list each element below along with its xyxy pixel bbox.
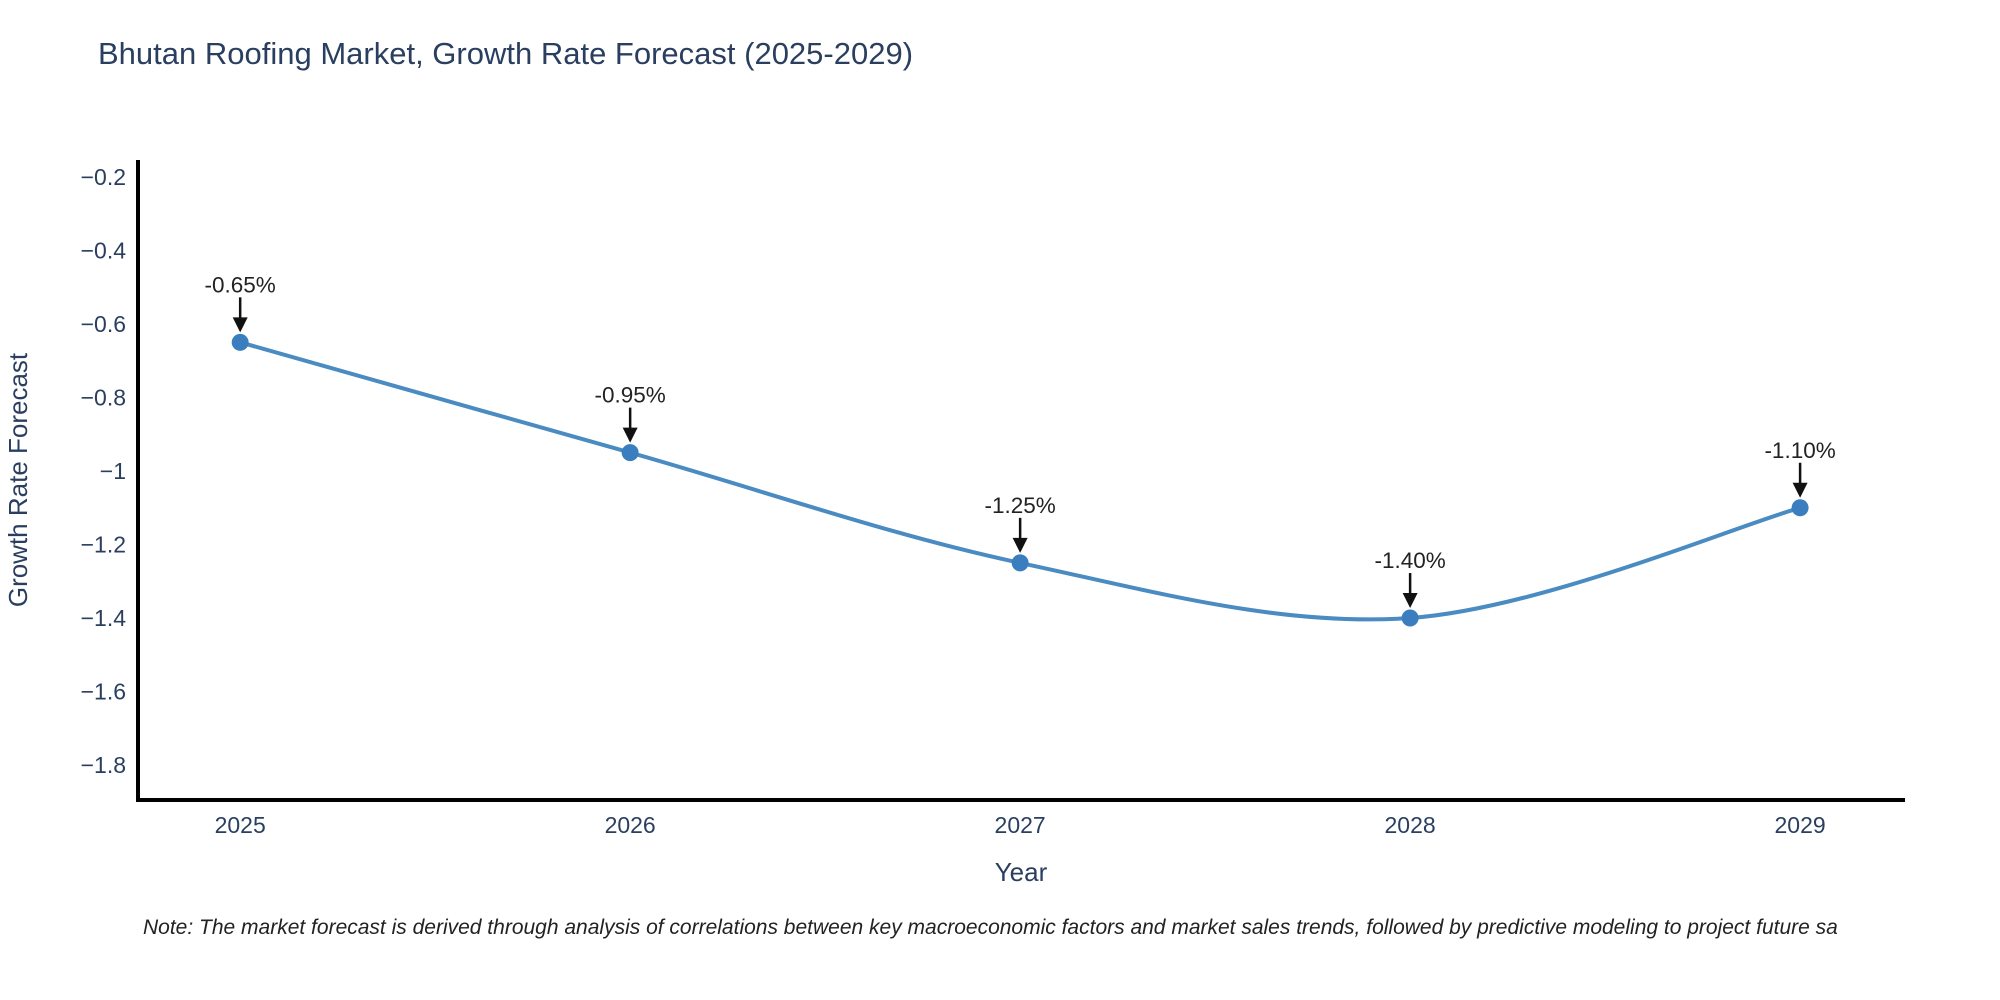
annotation-arrowhead-icon: [1792, 482, 1808, 498]
y-tick-label: −0.8: [81, 384, 126, 410]
axes-layer: −0.2 −0.4 −0.6 −0.8 −1 −1.2 −1.4 −1.6 −1.8 2025 20…: [81, 160, 1905, 838]
x-tick-label: 2029: [1775, 812, 1826, 838]
footnote: Note: The market forecast is derived thr…: [143, 916, 1838, 939]
point-value-label: -1.25%: [984, 493, 1055, 518]
annotation-arrowhead-icon: [1402, 593, 1418, 609]
data-point-marker: [1791, 499, 1809, 517]
x-tick-label: 2027: [995, 812, 1046, 838]
point-value-label: -0.95%: [595, 383, 666, 408]
data-point-marker: [231, 333, 249, 351]
point-value-label: -1.10%: [1764, 438, 1835, 463]
annotations-layer: -0.65% -0.95% -1.25% -1.40% -1.10%: [205, 272, 1836, 609]
x-tick-label: 2026: [605, 812, 656, 838]
y-tick-label: −1: [100, 458, 126, 484]
forecast-line: [238, 340, 1803, 622]
data-point-marker: [1401, 609, 1419, 627]
y-tick-label: −0.6: [81, 311, 126, 337]
point-value-label: -1.40%: [1374, 548, 1445, 573]
annotation-arrowhead-icon: [1012, 537, 1028, 553]
line-series: [231, 333, 1809, 627]
point-value-label: -0.65%: [205, 272, 276, 297]
y-tick-label: −1.4: [81, 605, 127, 631]
x-axis-title: Year: [995, 857, 1048, 887]
x-tick-label: 2025: [215, 812, 266, 838]
y-tick-label: −1.8: [81, 752, 126, 778]
y-tick-label: −1.2: [81, 532, 126, 558]
annotation-arrowhead-icon: [622, 427, 638, 443]
y-tick-label: −0.4: [81, 237, 127, 263]
annotation-arrowhead-icon: [232, 317, 248, 333]
data-point-marker: [1011, 554, 1029, 572]
x-tick-label: 2028: [1385, 812, 1436, 838]
chart-title: Bhutan Roofing Market, Growth Rate Forec…: [98, 36, 914, 71]
y-axis-title: Growth Rate Forecast: [3, 352, 33, 607]
y-tick-label: −0.2: [81, 164, 126, 190]
data-point-marker: [621, 444, 639, 462]
y-tick-label: −1.6: [81, 679, 126, 705]
